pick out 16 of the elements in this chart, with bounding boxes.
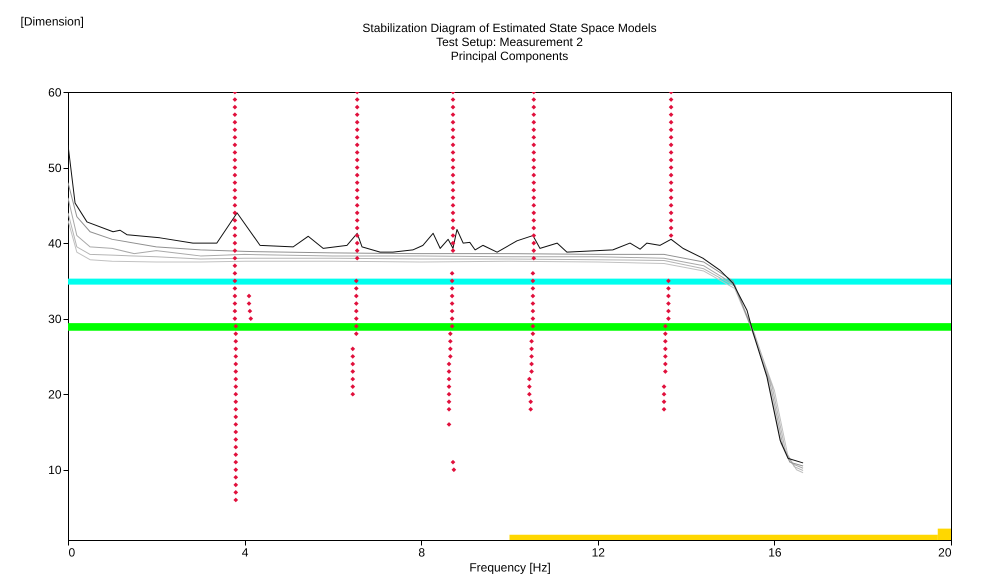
x-axis-title: Frequency [Hz] xyxy=(469,560,551,574)
chart-title: Stabilization Diagram of Estimated State Space Models xyxy=(362,21,657,35)
chart-subtitle: Test Setup: Measurement 2 Principal Components xyxy=(436,35,584,63)
x-tick-label: 0 xyxy=(68,546,76,560)
x-tick-label: 12 xyxy=(592,546,606,560)
x-tick-label: 4 xyxy=(242,546,249,560)
x-tick-label: 16 xyxy=(768,546,782,560)
x-tick-label: 8 xyxy=(418,546,426,560)
y-tick-label: 60 xyxy=(48,86,62,100)
y-tick-label: 20 xyxy=(48,388,62,402)
y-tick-label: 30 xyxy=(48,312,62,326)
y-tick-label: 10 xyxy=(48,463,62,478)
y-axis-title: [Dimension] xyxy=(20,14,84,28)
y-tick-label: 50 xyxy=(48,161,62,176)
y-tick-label: 40 xyxy=(48,236,62,251)
x-tick-label: 20 xyxy=(938,546,952,560)
